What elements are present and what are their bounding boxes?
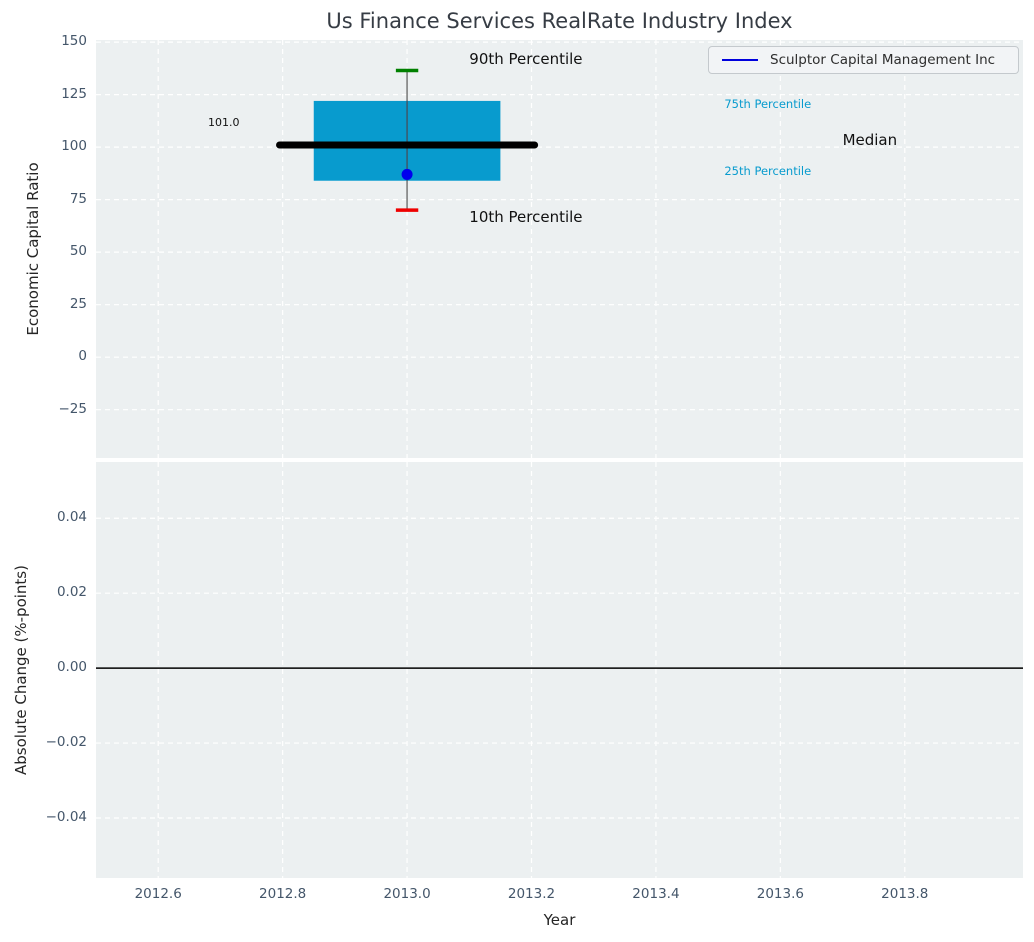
- y-tick-label: 50: [69, 243, 87, 260]
- legend-label: Sculptor Capital Management Inc: [770, 52, 996, 68]
- x-tick-label: 2013.6: [756, 886, 804, 902]
- y-tick-label: −25: [58, 400, 88, 417]
- chart-title: Us Finance Services RealRate Industry In…: [326, 9, 793, 33]
- y-tick-label: 0.02: [56, 584, 87, 601]
- y-tick-label: −0.04: [45, 809, 87, 826]
- annotation-10th-percentile: 10th Percentile: [469, 207, 583, 226]
- plot-canvas-absolute-change: [96, 462, 1023, 878]
- company-dot: [401, 168, 413, 180]
- x-tick-label: 2013.2: [507, 886, 556, 902]
- y-tick-label: −0.02: [45, 734, 87, 751]
- plot-canvas-economic-capital-ratio: [96, 40, 1023, 458]
- x-tick-label: 2012.6: [134, 886, 182, 902]
- y-tick-label: 0: [78, 348, 87, 365]
- annotation-75th-percentile: 75th Percentile: [724, 96, 812, 111]
- plot-economic-capital-ratio: [96, 40, 1023, 458]
- x-axis-label-year: Year: [543, 911, 576, 929]
- plot-absolute-change: [96, 462, 1023, 878]
- y-tick-label: 75: [69, 190, 87, 207]
- x-tick-label: 2012.8: [259, 886, 307, 902]
- annotation-median: Median: [842, 131, 898, 150]
- legend-line-icon: [722, 59, 758, 61]
- y-tick-label: 150: [61, 33, 87, 50]
- y-tick-label: 0.04: [56, 509, 87, 526]
- y-tick-label: 125: [61, 85, 87, 102]
- y-tick-label: 0.00: [56, 659, 87, 676]
- x-tick-label: 2013.4: [632, 886, 680, 902]
- annotation-90th-percentile: 90th Percentile: [469, 50, 583, 69]
- annotation-25th-percentile: 25th Percentile: [724, 164, 812, 179]
- y-tick-label: 100: [61, 138, 87, 155]
- x-tick-label: 2013.0: [383, 886, 431, 902]
- legend: Sculptor Capital Management Inc: [708, 46, 1019, 74]
- annotation-101-0: 101.0: [207, 116, 240, 130]
- x-tick-label: 2013.8: [881, 886, 929, 902]
- y-tick-label: 25: [69, 295, 87, 312]
